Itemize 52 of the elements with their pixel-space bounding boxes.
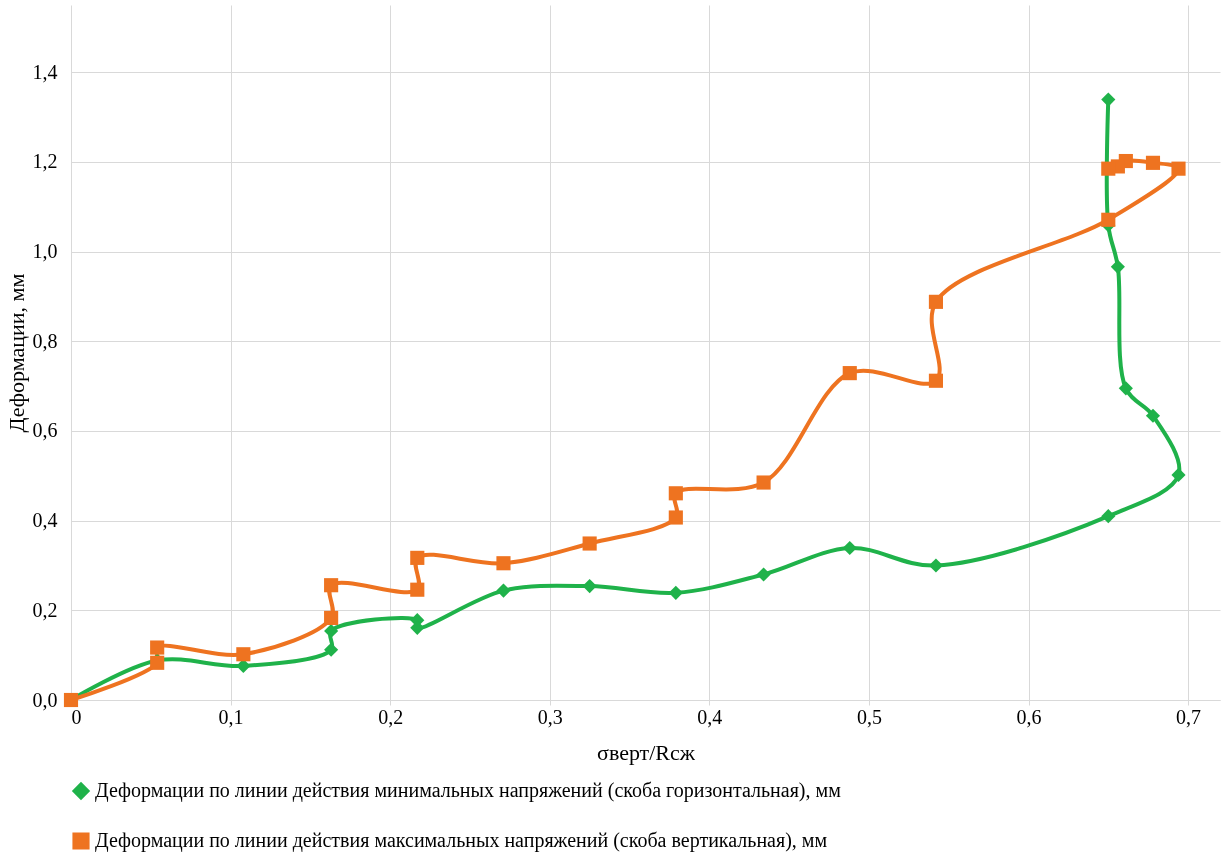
- point: [668, 585, 683, 600]
- point: [324, 642, 339, 657]
- point: [1101, 92, 1116, 107]
- point: [756, 567, 771, 582]
- x-tick-label: 0,5: [856, 705, 882, 728]
- y-tick-label: 1,2: [32, 150, 58, 173]
- point: [756, 475, 771, 490]
- point: [1101, 212, 1116, 227]
- point: [1101, 161, 1116, 176]
- legend-label: Деформации по линии действия минимальных напряжений (скоба горизонтальная), мм: [95, 779, 842, 802]
- point: [668, 510, 683, 525]
- point: [1118, 381, 1133, 396]
- x-tick-label: 0: [71, 705, 82, 728]
- point: [1110, 259, 1125, 274]
- x-tick-label: 0,7: [1176, 705, 1202, 728]
- point: [150, 640, 165, 655]
- point: [928, 373, 944, 388]
- x-tick-label: 0,1: [218, 705, 244, 728]
- y-tick-label: 0,2: [32, 598, 58, 621]
- y-tick-label: 0,4: [32, 509, 58, 532]
- point: [582, 536, 597, 551]
- point: [324, 623, 339, 639]
- y-tick-label: 0,0: [32, 688, 58, 711]
- y-axis-title: Деформации, мм: [3, 273, 29, 433]
- point: [1145, 408, 1161, 423]
- point: [410, 550, 425, 565]
- x-tick-label: 0,6: [1016, 705, 1042, 728]
- point: [496, 556, 511, 571]
- point: [842, 366, 857, 381]
- point: [928, 558, 944, 573]
- x-axis-title: σверт/Rсж: [597, 739, 696, 765]
- point: [324, 578, 339, 593]
- point: [1145, 155, 1161, 170]
- point: [410, 582, 425, 597]
- x-tick-label: 0,3: [537, 705, 563, 728]
- point: [324, 610, 339, 626]
- point: [842, 540, 857, 556]
- point: [582, 579, 597, 594]
- y-tick-label: 0,6: [32, 419, 58, 442]
- point: [668, 486, 683, 501]
- x-tick-label: 0,4: [697, 705, 723, 728]
- point: [1171, 161, 1186, 176]
- y-tick-label: 0,8: [32, 329, 58, 352]
- point: [928, 294, 944, 309]
- y-tick-label: 1,4: [32, 60, 58, 83]
- legend-label: Деформации по линии действия максимальных напряжений (скоба вертикальная), мм: [95, 829, 828, 852]
- point: [1171, 467, 1186, 482]
- x-tick-label: 0,2: [378, 705, 404, 728]
- point: [1101, 509, 1116, 524]
- point: [496, 583, 511, 598]
- y-tick-label: 1,0: [32, 240, 58, 263]
- point: [236, 647, 251, 662]
